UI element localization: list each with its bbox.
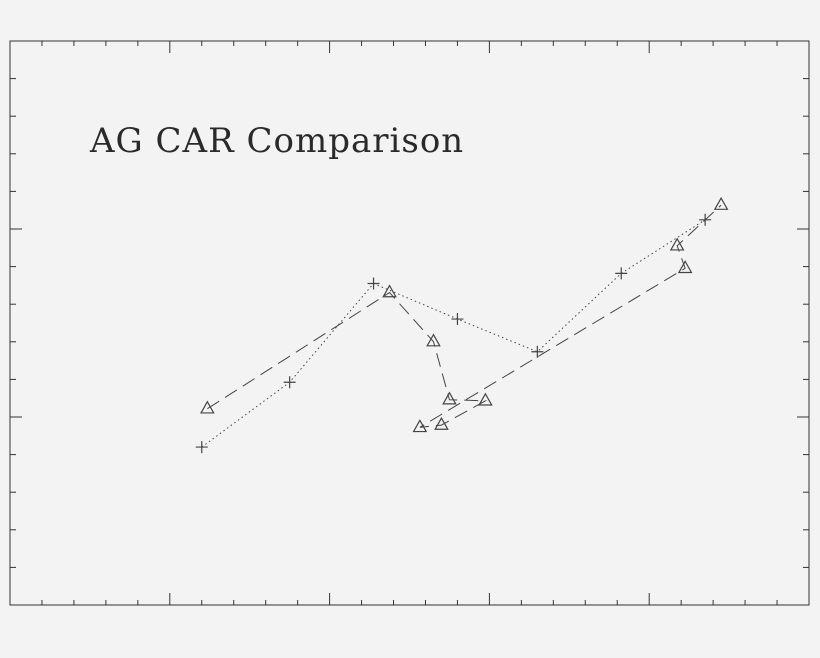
triangle-marker — [677, 260, 693, 274]
series-line-2 — [207, 204, 722, 428]
triangle-marker — [442, 391, 457, 405]
plus-marker — [451, 313, 464, 326]
chart-title: AG CAR Comparison — [89, 121, 464, 161]
triangle-marker — [669, 237, 685, 251]
plus-marker — [531, 345, 544, 358]
triangle-marker — [478, 392, 493, 406]
series-layer — [195, 196, 729, 454]
triangle-marker — [434, 416, 449, 430]
triangle-marker — [426, 333, 441, 347]
triangle-marker — [412, 419, 428, 433]
series-line-1 — [201, 219, 706, 448]
triangle-marker — [200, 400, 215, 414]
triangle-marker — [713, 196, 729, 210]
plus-marker — [615, 267, 628, 280]
axis-ticks — [9, 40, 810, 606]
triangle-marker — [382, 284, 397, 298]
plot-frame — [9, 40, 810, 606]
plus-marker — [283, 376, 296, 389]
plus-marker — [195, 441, 208, 454]
plus-marker — [367, 277, 380, 290]
